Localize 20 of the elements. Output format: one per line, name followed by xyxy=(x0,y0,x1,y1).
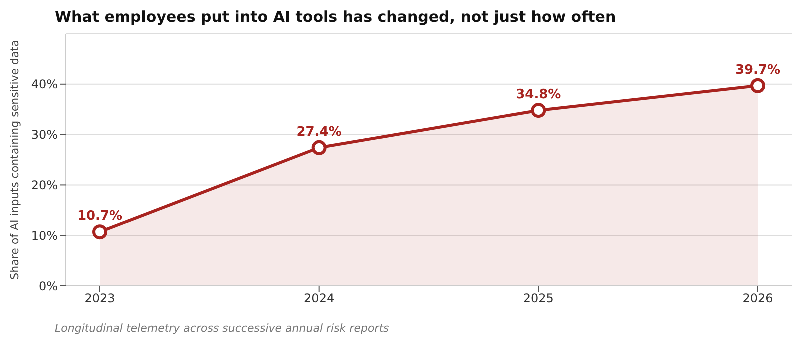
x-tick-label: 2026 xyxy=(742,292,774,306)
x-tick-label: 2024 xyxy=(304,292,335,306)
chart-title: What employees put into AI tools has changed, not just how often xyxy=(55,8,618,28)
point xyxy=(531,103,546,118)
data-label: 10.7% xyxy=(77,209,123,224)
point xyxy=(312,140,327,156)
y-tick-label: 30% xyxy=(31,128,58,142)
data-label: 34.8% xyxy=(516,88,562,103)
y-tick-label: 0% xyxy=(38,279,58,294)
data-label: 39.7% xyxy=(735,62,781,78)
x-tick-label: 2025 xyxy=(523,292,554,306)
y-tick-label: 20% xyxy=(31,178,58,192)
y-tick-label: 40% xyxy=(31,78,58,92)
y-axis-title: Share of AI inputs containing sensitive data xyxy=(8,40,22,280)
x-tick-label: 2023 xyxy=(84,292,116,306)
y-tick-label: 10% xyxy=(31,228,58,243)
data-label: 27.4% xyxy=(296,124,342,140)
point xyxy=(750,78,766,94)
point xyxy=(92,224,108,240)
text: Longitudinal telemetry across successive annual risk reports xyxy=(55,322,390,335)
